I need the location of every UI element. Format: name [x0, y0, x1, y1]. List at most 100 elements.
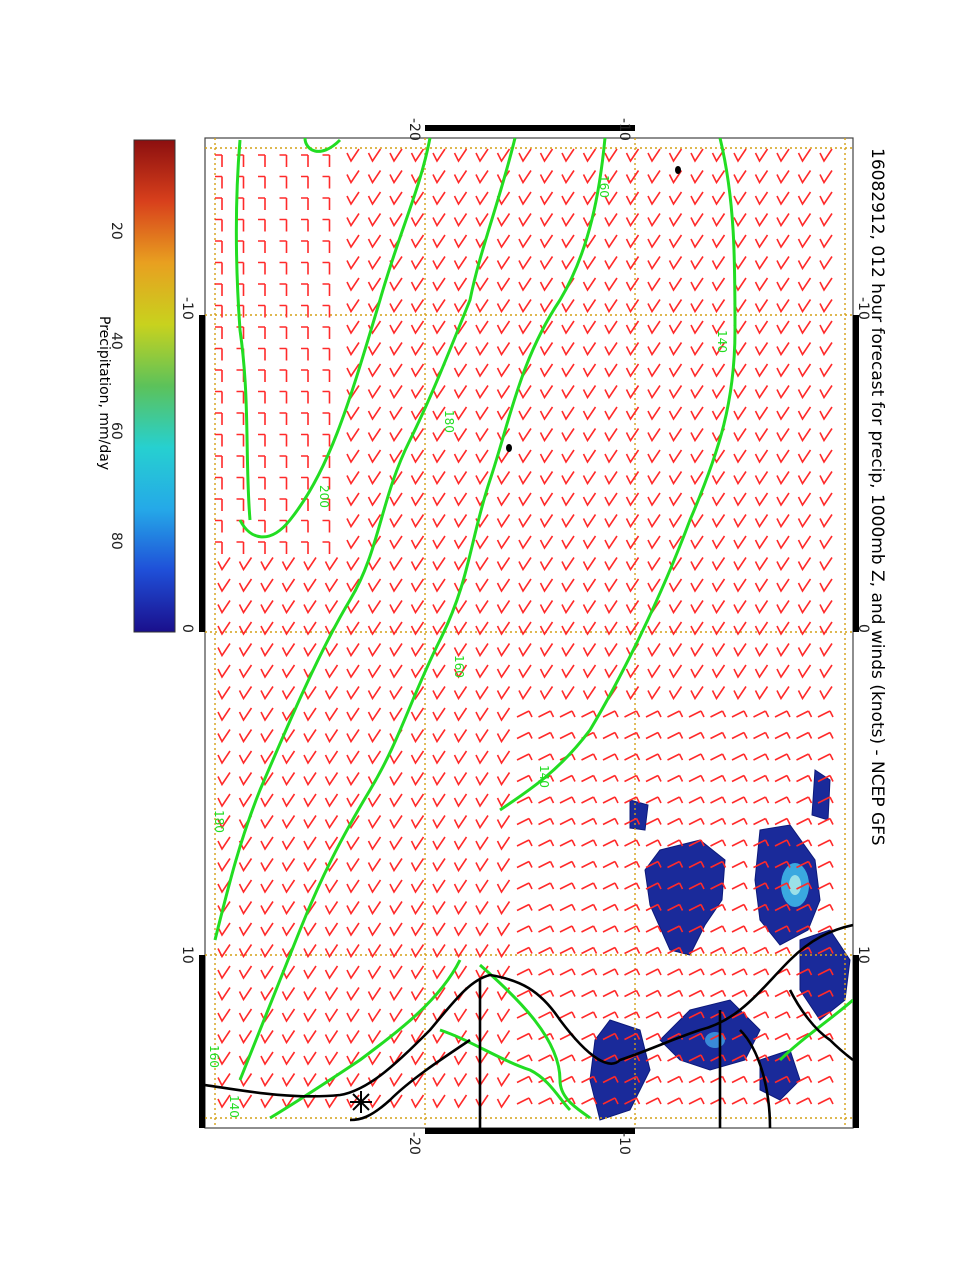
wind-barb — [710, 882, 727, 890]
wind-barb — [516, 796, 533, 804]
wind-barb — [733, 148, 747, 163]
wind-barb — [624, 946, 641, 955]
wind-barb — [797, 449, 812, 464]
wind-barb — [796, 925, 813, 933]
wind-barb — [776, 428, 790, 443]
wind-barb — [301, 347, 309, 361]
wind-barb — [561, 428, 575, 443]
contour-label: 180 — [442, 410, 456, 433]
wind-barb — [753, 903, 770, 912]
wind-barb — [322, 197, 331, 210]
contour-line — [213, 138, 517, 941]
wind-barb — [367, 492, 382, 507]
wind-barb — [774, 903, 791, 912]
wind-barb — [432, 600, 446, 615]
wind-barb — [797, 170, 812, 185]
wind-barb — [604, 492, 618, 507]
wind-barb — [496, 1030, 511, 1045]
wind-barb — [796, 860, 813, 869]
wind-barb — [346, 600, 360, 615]
wind-barb — [260, 686, 274, 701]
wind-barb — [518, 148, 532, 163]
wind-barb — [604, 643, 618, 658]
wind-barb — [690, 471, 704, 486]
wind-barb — [496, 385, 511, 400]
wind-barb — [604, 600, 618, 615]
wind-barb — [561, 148, 575, 163]
wind-barb — [819, 256, 833, 271]
wind-barb — [516, 1075, 533, 1084]
wind-barb — [260, 643, 274, 658]
wind-barb — [410, 492, 425, 507]
precip-max-center — [789, 875, 801, 895]
wind-barb — [754, 342, 769, 357]
wind-barb — [367, 320, 382, 335]
coastline-segment — [349, 1038, 471, 1122]
wind-barb — [303, 815, 317, 830]
wind-barb — [410, 363, 425, 378]
wind-barb — [604, 385, 618, 400]
wind-barb — [581, 925, 598, 933]
wind-barb — [733, 643, 747, 658]
wind-barb — [817, 1097, 834, 1105]
wind-barb — [389, 385, 403, 400]
contour-label: 140 — [227, 1095, 241, 1118]
wind-barb — [668, 342, 683, 357]
wind-barb — [215, 390, 223, 404]
wind-barb — [688, 882, 705, 890]
wind-barb — [559, 796, 576, 804]
wind-barb — [539, 492, 554, 507]
wind-barb — [819, 578, 833, 593]
wind-barb — [258, 433, 266, 447]
wind-barb — [754, 686, 769, 701]
wind-barb — [516, 710, 533, 718]
wind-barb — [215, 455, 223, 468]
wind-barb — [604, 363, 618, 378]
wind-barb — [367, 170, 382, 185]
wind-barb — [690, 621, 704, 636]
wind-barb — [581, 710, 598, 718]
wind-barb — [367, 664, 382, 679]
wind-barb — [453, 363, 468, 378]
wind-barb — [819, 363, 833, 378]
wind-barb — [776, 686, 790, 701]
wind-barb — [776, 492, 790, 507]
wind-barb — [303, 879, 317, 894]
wind-barb — [238, 707, 253, 722]
wind-barb — [238, 1094, 253, 1109]
wind-barb — [324, 729, 339, 744]
wind-barb — [389, 299, 403, 314]
wind-barb — [733, 170, 747, 185]
wind-barb — [346, 428, 360, 443]
wind-barb — [496, 342, 511, 357]
wind-barb — [538, 903, 555, 912]
wind-barb — [797, 213, 812, 228]
wind-barb — [817, 710, 834, 718]
wind-barb — [796, 731, 813, 740]
wind-barb — [690, 535, 704, 550]
wind-barb — [690, 256, 704, 271]
wind-barb — [817, 817, 834, 826]
wind-barb — [647, 578, 661, 593]
wind-barb — [496, 514, 511, 529]
map-frame — [204, 137, 854, 1129]
wind-barb — [754, 363, 769, 378]
wind-barb — [303, 858, 317, 873]
wind-barb — [410, 944, 425, 959]
wind-barb — [776, 557, 790, 572]
wind-barb — [731, 796, 748, 804]
contour-label: 140 — [715, 330, 729, 353]
wind-barb — [668, 578, 683, 593]
wind-barb — [215, 218, 223, 232]
wind-barb — [475, 578, 489, 593]
wind-barb — [389, 535, 403, 550]
wind-barb — [518, 428, 532, 443]
wind-barb — [260, 944, 274, 959]
wind-barb — [432, 191, 446, 206]
wind-barb — [645, 731, 662, 740]
wind-barb — [625, 535, 640, 550]
precip-patch — [759, 1049, 801, 1101]
wind-barb — [367, 557, 382, 572]
wind-barb — [367, 901, 382, 916]
lon-label-left: 0 — [179, 624, 195, 633]
